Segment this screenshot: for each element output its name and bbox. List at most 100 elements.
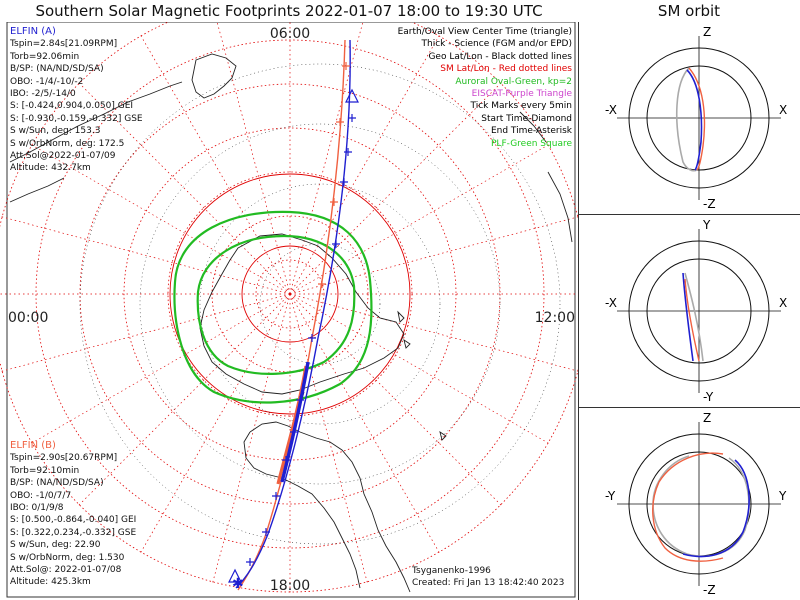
track-tick [318,280,326,288]
sm-pole-circle [241,245,339,343]
axis-label: Y [778,489,787,503]
track-tick [342,62,350,70]
track-tick [282,456,290,464]
orbit-panels: Z -Z -X X Y -Y -X X Z -Z -Y Y [578,22,800,600]
axis-label: -Y [605,489,616,503]
legend-item: SM Lat/Lon - Red dotted lines [440,64,572,75]
track-tick [336,118,344,126]
elfin-b-name: ELFIN (B) [10,440,56,451]
elfin-a-line: S w/Sun, deg: 153.3 [10,126,101,137]
axis-label: X [779,103,787,117]
axis-label: -Z [703,583,716,597]
track-tick [348,114,356,122]
elfin-a-line: B/SP: (NA/ND/SD/SA) [10,64,104,75]
view-center-triangle [345,88,359,103]
end-asterisk: ✱ [232,576,244,592]
track-tick [332,240,340,248]
footprint-map: ✱ 06:00 00:00 12:00 18:00 [0,22,578,598]
auroral-oval [173,210,373,404]
elfin-b-line: Torb=92.10min [10,465,80,476]
legend-item: Tick Marks every 5min [470,101,572,112]
elfin-a-line: S: [-0.930,-0.159,-0.332] GSE [10,113,143,124]
elfin-b-line: B/SP: (NA/ND/SD/SA) [10,478,104,489]
elfin-b-line: Altitude: 425.3km [10,577,91,588]
geo-lat-ring [139,123,501,485]
elfin-a-line: OBO: -1/4/-10/-2 [10,76,84,87]
view-center-triangle-b [228,568,242,583]
sm-lon-spoke [289,22,364,295]
sm-lon-spoke [289,143,550,295]
elfin-a-name: ELFIN (A) [10,26,56,37]
sm-lon-spoke [289,216,578,295]
sm-lon-spoke [289,293,503,507]
track-tick [308,334,316,342]
sm-lon-spoke [77,293,291,507]
mlt-label-00: 00:00 [8,310,48,326]
elfin-b-line: S: [0.322,0.234,-0.332] GSE [10,527,137,538]
track-tick [344,148,352,156]
sm-lon-spoke [212,293,291,584]
geo-lat-ring [79,63,561,545]
track-tick [246,558,254,566]
mlt-label-18: 18:00 [270,578,310,594]
legend-item: PLF-Green Square [491,138,572,149]
elfin-a-line: Torb=92.06min [10,51,80,62]
created-timestamp: Created: Fri Jan 13 18:42:40 2023 [412,578,565,588]
orbit-panel-xz: Z -Z -X X [579,25,800,215]
elfin-a-line: IBO: -2/5/-14/0 [10,89,76,100]
sm-lon-spoke [30,143,291,295]
sm-lon-spoke [0,216,291,295]
track-tick [290,428,298,436]
geo-lat-ring [199,183,441,425]
orbit-panel-xy: Y -Y -X X [579,218,800,408]
axis-label: X [779,296,787,310]
sm-lon-spoke [139,34,291,295]
sm-lon-spoke [289,34,441,295]
elfin-b-line: Tspin=2.90s[20.67RPM] [10,453,118,464]
elfin-b-line: IBO: 0/1/9/8 [10,503,64,514]
page-title: Southern Solar Magnetic Footprints 2022-… [35,2,543,20]
sm-lon-spoke [289,293,368,584]
sm-lon-spoke [139,293,291,554]
elfin-a-track [235,39,351,589]
axis-label: -X [605,296,617,310]
elfin-b-line: S w/OrbNorm, deg: 1.530 [10,552,125,563]
orbit-panel-yz: Z -Z -Y Y [605,411,787,597]
mlt-label-12: 12:00 [535,310,575,326]
axis-label: Z [703,25,711,39]
sm-lon-spoke [289,293,578,372]
mlt-label-06: 06:00 [270,26,310,42]
elfin-b-line: S w/Sun, deg: 22.90 [10,540,101,551]
legend-item: Auroral Oval-Green, kp=2 [455,76,572,87]
elfin-a-info: ELFIN (A) Tspin=2.84s[21.09RPM] Torb=92.… [10,26,143,175]
legend-item: Geo Lat/Lon - Black dotted lines [428,51,572,62]
elfin-a-line: Tspin=2.84s[21.09RPM] [10,39,118,50]
sm-lat-ring [255,259,325,329]
geo-lat-ring [259,243,381,365]
track-tick [272,492,280,500]
sm-lon-spoke [289,293,550,445]
legend-item: Earth/Oval View Center Time (triangle) [397,27,572,37]
legend-item: EISCAT-Purple Triangle [471,89,572,100]
model-label: Tsyganenko-1996 [412,566,491,576]
elfin-a-line: S w/OrbNorm, deg: 172.5 [10,138,125,149]
sm-lat-ring [79,83,501,505]
axis-label: -Z [703,197,716,211]
sm-lon-spoke [77,81,291,295]
orbit-title: SM orbit [657,2,721,20]
axis-label: -X [605,103,617,117]
sm-boundary-circle [169,173,411,415]
axis-label: -Y [703,390,714,404]
track-tick [330,198,338,206]
elfin-a-line: S: [-0.424,0.904,0.050] GEI [10,101,134,112]
elfin-b-line: S: [0.500,-0.864,-0.040] GEI [10,515,137,526]
track-tick [262,528,270,536]
legend-item: Thick - Science (FGM and/or EPD) [421,39,572,50]
sm-lat-ring [35,39,545,549]
track-tick [340,178,348,186]
map-legend: Earth/Oval View Center Time (triangle) T… [372,26,572,150]
legend-item: End Time-Asterisk [490,126,572,137]
track-tick [296,396,304,404]
elfin-b-line: OBO: -1/0/7/7 [10,490,72,501]
elfin-b-info: ELFIN (B) Tspin=2.90s[20.67RPM] Torb=92.… [10,440,136,589]
